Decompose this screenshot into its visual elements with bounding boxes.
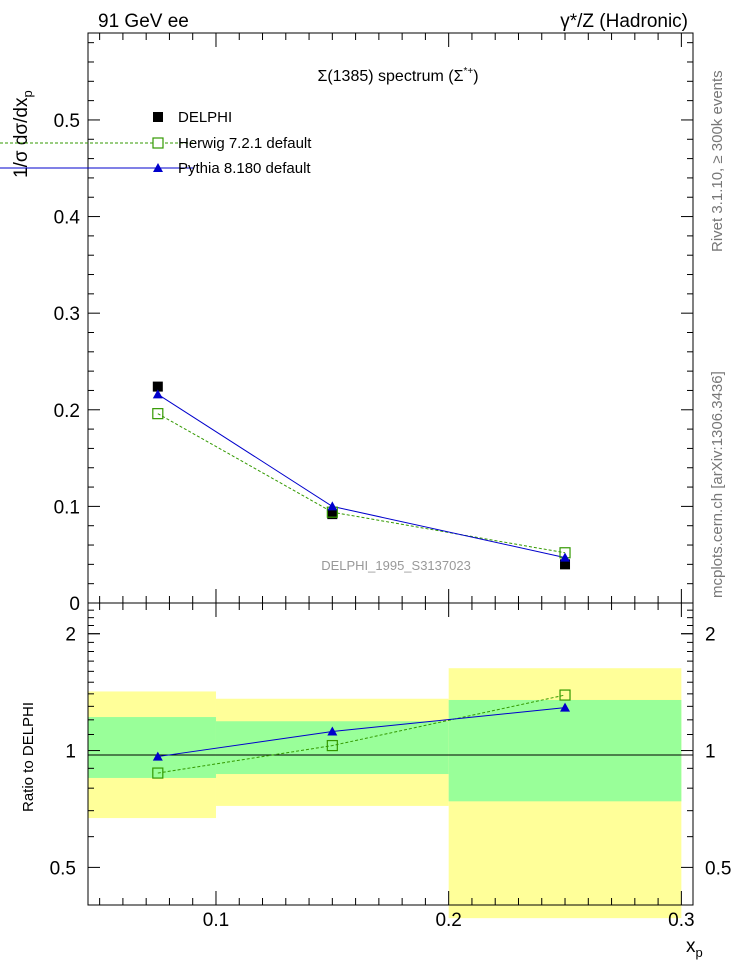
herwig-ratio-line	[157, 694, 566, 774]
ratio-y-tick-label-right: 1	[705, 742, 716, 763]
stat-uncertainty-band	[448, 699, 682, 802]
ratio-y-tick-label: 0.5	[50, 858, 76, 879]
ratio-y-tick-label: 1	[65, 742, 76, 763]
ratio-y-tick-label-right: 2	[705, 625, 716, 646]
main-title: Σ(1385) spectrum (Σ*+)	[317, 66, 478, 85]
legend: DELPHI Herwig 7.2.1 default Pythia 8.180…	[0, 109, 312, 177]
legend-marker-herwig	[152, 137, 164, 149]
main-y-axis-label: 1/σ dσ/dxp	[11, 90, 35, 178]
main-y-tick-label: 0.3	[54, 304, 80, 325]
main-y-tick-label: 0.2	[54, 401, 80, 422]
pythia-ratio-point	[327, 726, 338, 736]
ratio-x-tick-label: 0.3	[668, 910, 694, 931]
main-y-tick-label: 0.5	[54, 111, 80, 132]
header-right-label: γ*/Z (Hadronic)	[560, 11, 688, 32]
main-series-layer	[152, 381, 571, 570]
ratio-y-axis-label: Ratio to DELPHI	[20, 702, 37, 812]
main-y-tick-label: 0.1	[54, 497, 80, 518]
ratio-y-tick-label-right: 0.5	[705, 858, 731, 879]
main-y-tick-label: 0	[69, 594, 80, 615]
pythia-point	[560, 552, 571, 562]
ratio-x-tick-label: 0.1	[203, 910, 229, 931]
delphi-point	[560, 559, 571, 570]
ratio-bands	[88, 668, 682, 919]
pythia-ratio-point	[560, 702, 571, 712]
header-left-label: 91 GeV ee	[98, 11, 189, 32]
herwig-ratio-point	[559, 689, 571, 701]
pythia-point	[152, 389, 163, 399]
delphi-point	[152, 381, 163, 392]
ratio-x-axis-label: xp	[686, 936, 703, 960]
legend-marker-delphi	[153, 112, 163, 122]
ratio-axis-ticks: 0.5 0.5 1 1 2 2 0.1 0.2 0.3	[50, 603, 731, 931]
pythia-point	[327, 501, 338, 511]
pythia-ratio-point	[152, 751, 163, 761]
ratio-y-tick-label: 2	[65, 625, 76, 646]
legend-label-herwig: Herwig 7.2.1 default	[178, 135, 312, 152]
herwig-point	[152, 408, 164, 420]
legend-label-pythia: Pythia 8.180 default	[178, 160, 311, 177]
analysis-watermark: DELPHI_1995_S3137023	[321, 558, 471, 573]
pythia-line	[157, 393, 566, 559]
legend-marker-pythia	[153, 163, 163, 172]
ratio-panel-frame	[87, 602, 694, 906]
herwig-line	[157, 413, 566, 554]
ratio-series-layer	[152, 689, 571, 779]
rivet-label: Rivet 3.1.10, ≥ 300k events	[709, 70, 726, 252]
legend-label-delphi: DELPHI	[178, 109, 232, 126]
mcplots-label: mcplots.cern.ch [arXiv:1306.3436]	[709, 371, 726, 598]
main-axis-ticks: 0 0.1 0.2 0.3 0.4 0.5	[54, 33, 693, 615]
main-y-tick-label: 0.4	[54, 208, 81, 229]
stat-uncertainty-band	[88, 717, 216, 778]
herwig-ratio-point	[152, 767, 164, 779]
herwig-ratio-point	[326, 739, 338, 752]
delphi-point	[327, 509, 338, 520]
ratio-x-tick-label: 0.2	[435, 910, 461, 931]
